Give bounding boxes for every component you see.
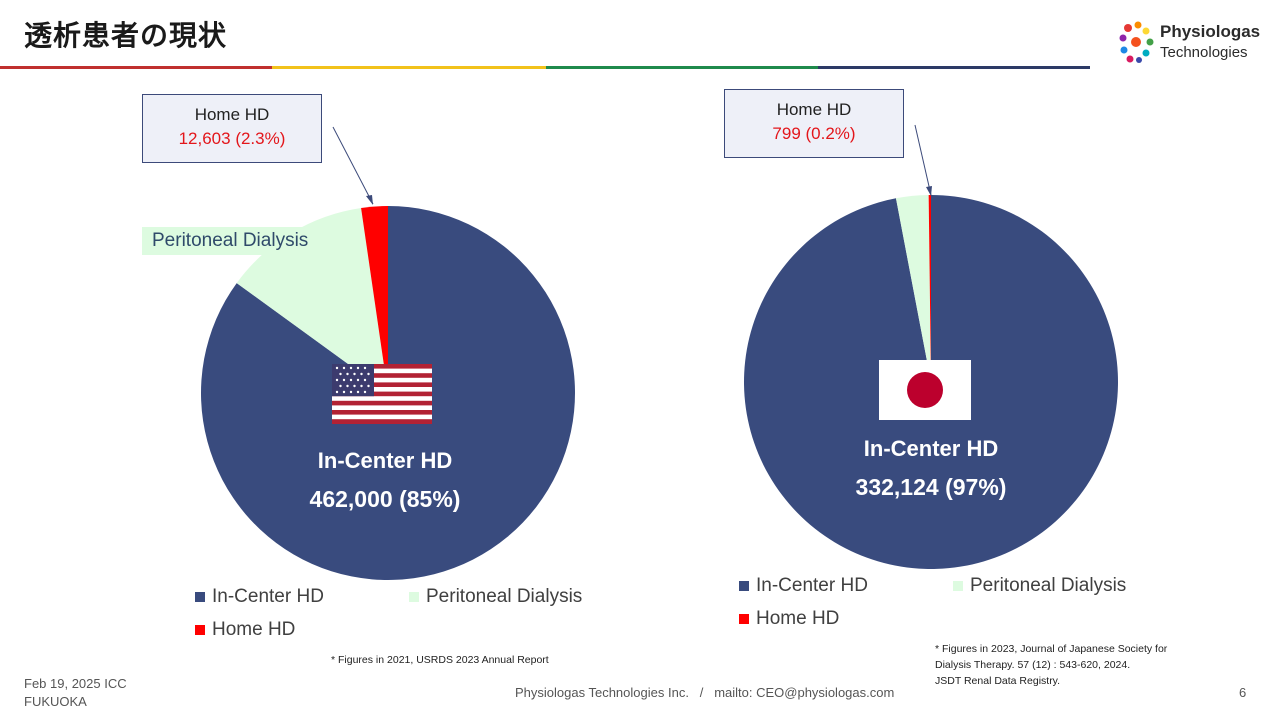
in-center-title: In-Center HD: [863, 436, 999, 461]
footer-date: Feb 19, 2025 ICC FUKUOKA: [24, 675, 127, 711]
peritoneal-label-usa: Peritoneal Dialysis: [142, 227, 319, 255]
company-logo: Physiologas Technologies: [1116, 18, 1266, 68]
us-flag-icon: [332, 364, 432, 424]
callout-title: Home HD: [194, 105, 270, 124]
legend-label: In-Center HD: [756, 575, 868, 596]
legend-swatch: [953, 581, 963, 591]
legend-item-in-center: In-Center HD: [739, 575, 868, 597]
callout-value: 799 (0.2%): [772, 124, 856, 143]
legend-swatch: [195, 625, 205, 635]
japan-flag-icon: [879, 360, 971, 420]
in-center-label-japan: In-Center HD 332,124 (97%): [826, 436, 1036, 501]
source-note-line: * Figures in 2023, Journal of Japanese S…: [935, 643, 1168, 655]
legend-swatch: [739, 614, 749, 624]
accent-bar-green: [546, 66, 818, 69]
logo-subtitle: Technologies: [1160, 44, 1248, 61]
callout-arrow-right: [926, 186, 932, 196]
legend-label: In-Center HD: [212, 586, 324, 607]
logo-name: Physiologas: [1160, 22, 1261, 41]
footer-contact: Physiologas Technologies Inc. / mailto: …: [515, 685, 895, 700]
legend-item-home: Home HD: [195, 619, 295, 641]
callout-leader-right: [914, 124, 932, 196]
accent-bar-navy: [818, 66, 1090, 69]
accent-bar-red: [0, 66, 272, 69]
legend-label: Peritoneal Dialysis: [426, 586, 583, 607]
page-title: 透析患者の現状: [24, 19, 228, 52]
legend-item-in-center: In-Center HD: [195, 586, 324, 608]
accent-bar-yellow: [272, 66, 546, 69]
logo-mark-icon: [1119, 21, 1154, 63]
legend-item-peritoneal: Peritoneal Dialysis: [409, 586, 582, 608]
legend-swatch: [409, 592, 419, 602]
source-note-line: Dialysis Therapy. 57 (12) : 543-620, 202…: [935, 659, 1131, 671]
callout-leader-left: [332, 126, 374, 205]
source-note-usa: * Figures in 2021, USRDS 2023 Annual Rep…: [331, 654, 549, 666]
home-hd-callout-japan: Home HD 799 (0.2%): [724, 89, 904, 158]
page-number: 6: [1239, 685, 1247, 700]
callout-title: Home HD: [776, 100, 852, 119]
in-center-title: In-Center HD: [317, 448, 453, 473]
legend-swatch: [195, 592, 205, 602]
pie-slice-home: [928, 195, 931, 382]
legend-label: Home HD: [756, 608, 840, 629]
pie-slice-home: [361, 206, 388, 393]
legend-label: Peritoneal Dialysis: [970, 575, 1127, 596]
footer-date-line: Feb 19, 2025 ICC: [24, 676, 127, 691]
legend-item-home: Home HD: [739, 608, 839, 630]
pie-slice-peritoneal: [895, 195, 931, 382]
source-note-line: JSDT Renal Data Registry.: [935, 675, 1061, 687]
footer-date-line: FUKUOKA: [24, 694, 87, 709]
in-center-value: 462,000 (85%): [309, 486, 461, 512]
legend-swatch: [739, 581, 749, 591]
legend-label: Home HD: [212, 619, 296, 640]
home-hd-callout-usa: Home HD 12,603 (2.3%): [142, 94, 322, 163]
source-note-japan: * Figures in 2023, Journal of Japanese S…: [935, 641, 1167, 689]
in-center-label-usa: In-Center HD 462,000 (85%): [280, 448, 490, 513]
legend-item-peritoneal: Peritoneal Dialysis: [953, 575, 1126, 597]
in-center-value: 332,124 (97%): [855, 474, 1007, 500]
callout-arrow-left: [366, 195, 373, 205]
callout-value: 12,603 (2.3%): [178, 129, 286, 148]
